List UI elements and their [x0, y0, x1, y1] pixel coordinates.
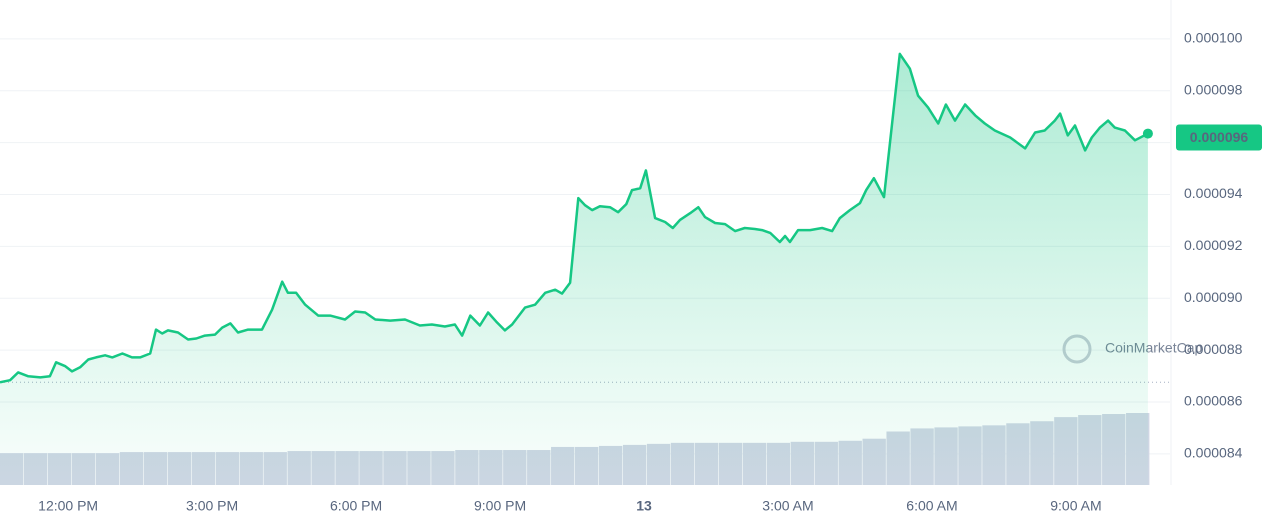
x-tick-label: 12:00 PM — [38, 498, 98, 514]
y-tick-label: 0.000094 — [1184, 185, 1243, 201]
current-price-label: 0.000096 — [1190, 129, 1249, 145]
x-tick-label: 3:00 PM — [186, 498, 238, 514]
y-tick-label: 0.000084 — [1184, 445, 1243, 461]
y-tick-label: 0.000086 — [1184, 393, 1243, 409]
y-tick-label: 0.000088 — [1184, 341, 1243, 357]
price-line — [0, 52, 1149, 384]
y-tick-label: 0.000092 — [1184, 237, 1243, 253]
x-tick-label: 6:00 PM — [330, 498, 382, 514]
x-tick-label: 6:00 AM — [906, 498, 957, 514]
price-area — [0, 53, 1148, 486]
y-tick-label: 0.000098 — [1184, 81, 1243, 97]
x-tick-label: 9:00 PM — [474, 498, 526, 514]
x-tick-label: 3:00 AM — [762, 498, 813, 514]
y-tick-label: 0.000090 — [1184, 289, 1243, 305]
last-point — [1142, 128, 1153, 139]
x-tick-label: 9:00 AM — [1050, 498, 1101, 514]
current-price-badge — [1176, 124, 1262, 151]
x-tick-label: 13 — [636, 498, 652, 514]
y-tick-label: 0.000100 — [1184, 30, 1243, 46]
